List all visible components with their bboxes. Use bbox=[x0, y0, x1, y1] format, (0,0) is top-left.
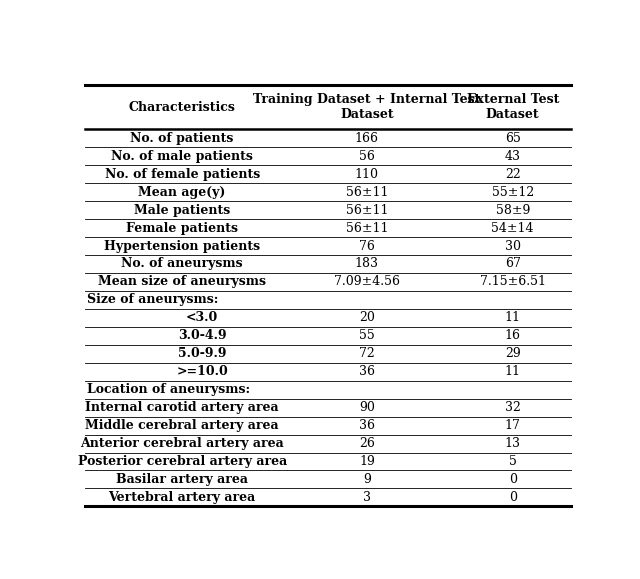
Text: Size of aneurysms:: Size of aneurysms: bbox=[88, 294, 219, 306]
Text: 90: 90 bbox=[359, 401, 375, 414]
Text: 32: 32 bbox=[505, 401, 521, 414]
Text: 22: 22 bbox=[505, 168, 520, 181]
Text: 0: 0 bbox=[509, 473, 516, 486]
Text: Hypertension patients: Hypertension patients bbox=[104, 240, 260, 252]
Text: 30: 30 bbox=[505, 240, 521, 252]
Text: 5: 5 bbox=[509, 455, 516, 468]
Text: 3.0-4.9: 3.0-4.9 bbox=[178, 329, 227, 342]
Text: 56: 56 bbox=[359, 150, 375, 163]
Text: 183: 183 bbox=[355, 258, 379, 270]
Text: 36: 36 bbox=[359, 419, 375, 432]
Text: 0: 0 bbox=[509, 491, 516, 504]
Text: Internal carotid artery area: Internal carotid artery area bbox=[85, 401, 279, 414]
Text: 7.09±4.56: 7.09±4.56 bbox=[334, 276, 400, 288]
Text: 3: 3 bbox=[363, 491, 371, 504]
Text: 58±9: 58±9 bbox=[495, 204, 530, 217]
Text: 36: 36 bbox=[359, 365, 375, 378]
Text: 72: 72 bbox=[359, 347, 375, 360]
Text: Mean size of aneurysms: Mean size of aneurysms bbox=[98, 276, 266, 288]
Text: 166: 166 bbox=[355, 132, 379, 145]
Text: 17: 17 bbox=[505, 419, 521, 432]
Text: 65: 65 bbox=[505, 132, 521, 145]
Text: Male patients: Male patients bbox=[134, 204, 230, 217]
Text: 43: 43 bbox=[505, 150, 521, 163]
Text: 56±11: 56±11 bbox=[346, 186, 388, 199]
Text: No. of male patients: No. of male patients bbox=[111, 150, 253, 163]
Text: 55: 55 bbox=[359, 329, 375, 342]
Text: 11: 11 bbox=[505, 365, 521, 378]
Text: 110: 110 bbox=[355, 168, 379, 181]
Text: 54±14: 54±14 bbox=[492, 222, 534, 234]
Text: 56±11: 56±11 bbox=[346, 222, 388, 234]
Text: Female patients: Female patients bbox=[126, 222, 238, 234]
Text: External Test
Dataset: External Test Dataset bbox=[467, 93, 559, 121]
Text: 56±11: 56±11 bbox=[346, 204, 388, 217]
Text: 11: 11 bbox=[505, 312, 521, 324]
Text: Characteristics: Characteristics bbox=[129, 101, 236, 113]
Text: 9: 9 bbox=[363, 473, 371, 486]
Text: 13: 13 bbox=[505, 437, 521, 450]
Text: 19: 19 bbox=[359, 455, 375, 468]
Text: 20: 20 bbox=[359, 312, 375, 324]
Text: Location of aneurysms:: Location of aneurysms: bbox=[88, 383, 251, 396]
Text: No. of aneurysms: No. of aneurysms bbox=[122, 258, 243, 270]
Text: 5.0-9.9: 5.0-9.9 bbox=[178, 347, 227, 360]
Text: Vertebral artery area: Vertebral artery area bbox=[109, 491, 256, 504]
Text: 16: 16 bbox=[505, 329, 521, 342]
Text: Middle cerebral artery area: Middle cerebral artery area bbox=[85, 419, 279, 432]
Text: Training Dataset + Internal Test
Dataset: Training Dataset + Internal Test Dataset bbox=[253, 93, 481, 121]
Text: Posterior cerebral artery area: Posterior cerebral artery area bbox=[77, 455, 287, 468]
Text: >=10.0: >=10.0 bbox=[176, 365, 228, 378]
Text: Basilar artery area: Basilar artery area bbox=[116, 473, 248, 486]
Text: No. of patients: No. of patients bbox=[131, 132, 234, 145]
Text: 26: 26 bbox=[359, 437, 375, 450]
Text: 55±12: 55±12 bbox=[492, 186, 534, 199]
Text: 7.15±6.51: 7.15±6.51 bbox=[480, 276, 546, 288]
Text: Mean age(y): Mean age(y) bbox=[138, 186, 226, 199]
Text: 76: 76 bbox=[359, 240, 375, 252]
Text: No. of female patients: No. of female patients bbox=[104, 168, 260, 181]
Text: 29: 29 bbox=[505, 347, 520, 360]
Text: <3.0: <3.0 bbox=[186, 312, 218, 324]
Text: Anterior cerebral artery area: Anterior cerebral artery area bbox=[80, 437, 284, 450]
Text: 67: 67 bbox=[505, 258, 521, 270]
